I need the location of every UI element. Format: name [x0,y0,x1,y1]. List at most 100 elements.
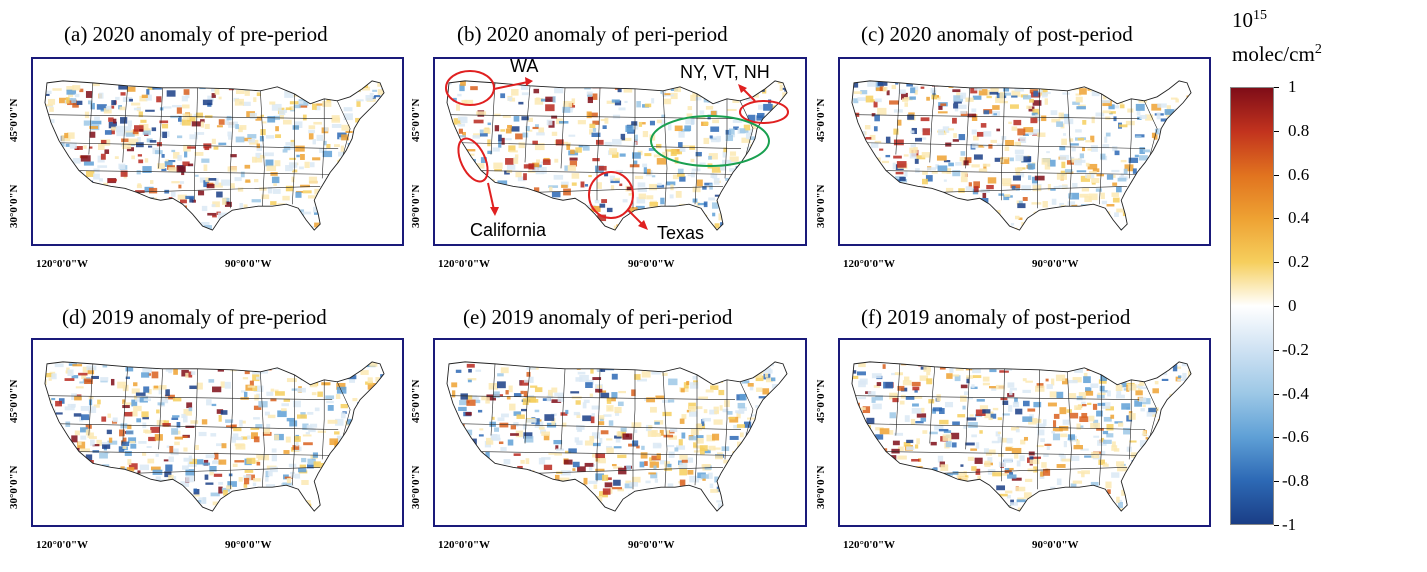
anomaly-cell [986,89,991,96]
anomaly-cell [67,369,74,376]
anomaly-cell [859,216,867,224]
anomaly-cell [924,199,930,204]
anomaly-cell [157,163,165,170]
anomaly-cell [270,398,277,402]
anomaly-cell [979,485,990,491]
anomaly-cell [482,178,492,185]
anomaly-cell [247,385,256,388]
anomaly-cell [113,197,118,201]
anomaly-cell [69,190,78,194]
anomaly-cell [240,171,245,178]
anomaly-cell [625,480,632,484]
anomaly-cell [220,410,228,415]
anomaly-cell [892,397,899,403]
anomaly-cell [85,184,95,189]
anomaly-cell [1177,375,1182,379]
anomaly-cell [1149,461,1159,468]
anomaly-cell [487,139,491,147]
state-boundary [1128,379,1132,460]
anomaly-cell [645,361,655,368]
anomaly-cell [789,82,798,86]
anomaly-cell [353,436,360,439]
anomaly-cell [1019,455,1025,462]
anomaly-cell [1059,407,1067,415]
anomaly-cell [485,397,490,404]
anomaly-cell [885,185,893,188]
anomaly-cell [563,459,573,465]
anomaly-cell [687,469,694,475]
anomaly-cell [1050,110,1058,116]
anomaly-cell [457,123,466,127]
anomaly-cell [235,90,245,95]
anomaly-cell [642,222,649,226]
anomaly-cell [695,96,702,101]
lon-label-90-f: 90°0'0"W [1032,539,1079,551]
anomaly-cell [1076,395,1083,401]
anomaly-cell [1185,201,1190,206]
anomaly-cell [447,185,455,189]
anomaly-cell [608,420,614,426]
anomaly-cell [912,395,923,399]
anomaly-cell [1136,109,1141,116]
anomaly-cell [676,494,686,500]
anomaly-cell [873,481,880,485]
anomaly-cell [234,177,242,182]
anomaly-cell [541,431,550,436]
anomaly-cell [679,418,685,424]
anomaly-cell [232,215,240,218]
anomaly-cell [373,148,383,155]
anomaly-cell [1022,197,1028,201]
anomaly-cell [458,194,465,200]
anomaly-cell [707,472,713,479]
state-boundary [929,366,936,444]
anomaly-cell [485,437,494,445]
anomaly-cell [669,428,678,433]
anomaly-cell [322,150,333,158]
anomaly-cell [1187,155,1192,162]
state-boundary [534,467,724,474]
anomaly-cell [1056,478,1062,486]
anomaly-cell [1005,447,1012,451]
anomaly-cell [712,119,720,124]
anomaly-cell [51,161,57,165]
anomaly-field [44,361,385,512]
anomaly-cell [920,417,927,422]
anomaly-cell [54,452,64,457]
anomaly-cell [278,109,286,116]
anomaly-cell [44,104,53,107]
anomaly-cell [697,202,707,206]
colorbar-tick-label: -0.6 [1282,427,1309,447]
anomaly-cell [455,369,462,373]
anomaly-cell [1175,442,1185,450]
anomaly-cell [136,226,145,231]
anomaly-cell [1163,406,1173,410]
anomaly-cell [339,204,349,211]
anomaly-cell [47,421,54,428]
anomaly-cell [1121,403,1131,410]
anomaly-cell [453,118,462,125]
colorbar-unit-exponent-2: 2 [1314,42,1322,57]
anomaly-cell [1090,135,1095,143]
anomaly-cell [953,95,964,102]
anomaly-cell [1016,460,1021,467]
anomaly-cell [234,98,244,106]
anomaly-cell [1007,467,1014,471]
anomaly-cell [689,475,700,483]
anomaly-cell [454,512,458,516]
anomaly-cell [377,147,385,150]
anomaly-cell [1130,224,1137,229]
anomaly-cell [96,187,101,195]
anomaly-cell [968,182,972,188]
anomaly-cell [631,440,639,447]
anomaly-cell [82,366,88,373]
anomaly-cell [1065,223,1074,229]
anomaly-cell [576,440,583,446]
anomaly-cell [636,101,641,108]
anomaly-cell [1083,372,1088,377]
anomaly-cell [289,157,296,160]
anomaly-cell [1106,433,1114,438]
anomaly-cell [266,391,274,396]
anomaly-cell [265,470,270,478]
anomaly-cell [952,89,961,93]
anomaly-cell [907,114,915,120]
